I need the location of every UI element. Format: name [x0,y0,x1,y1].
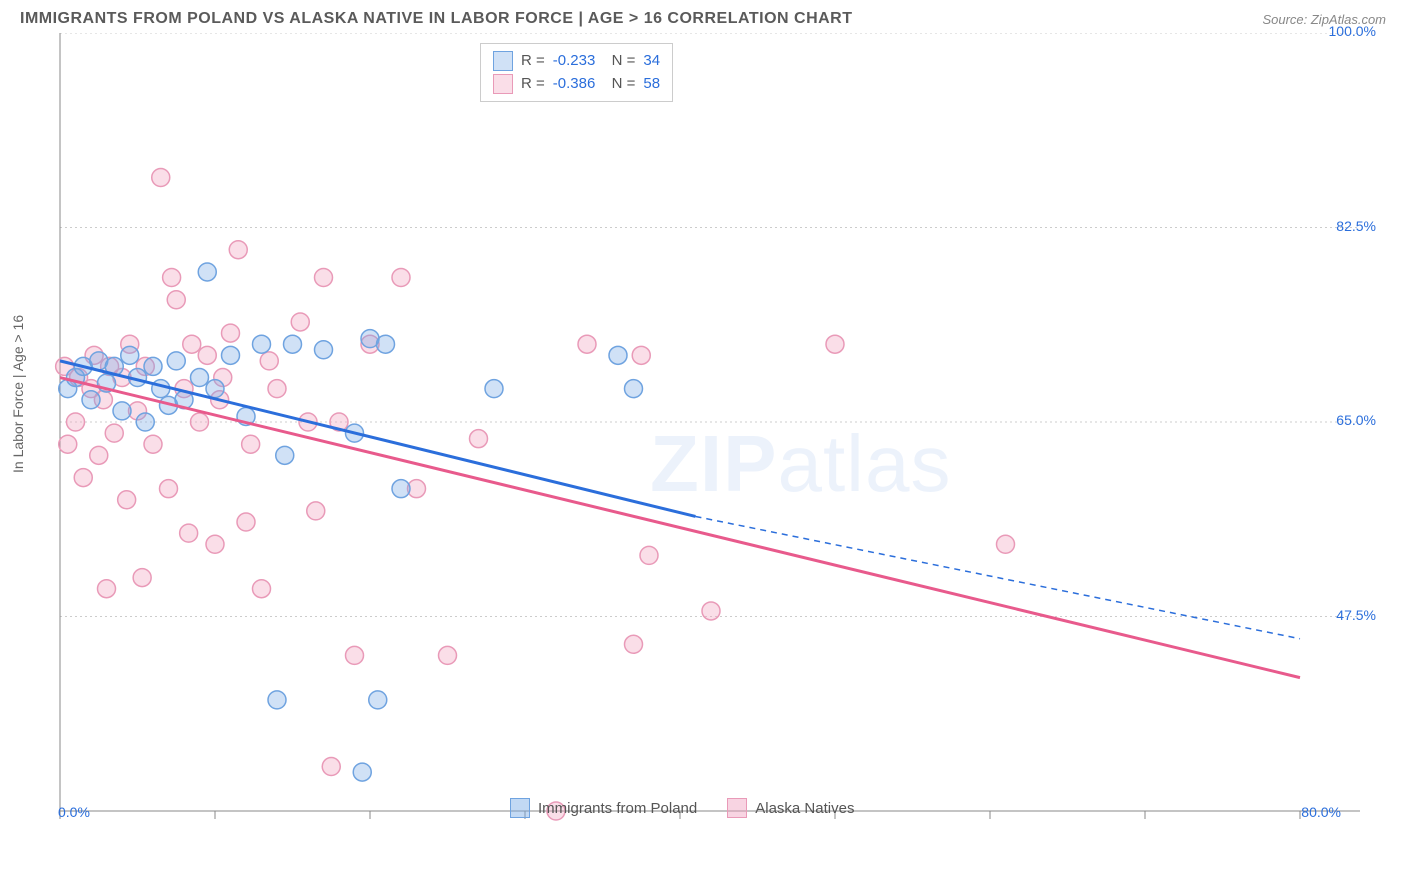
series-legend: Immigrants from Poland Alaska Natives [510,798,854,818]
y-axis-label: In Labor Force | Age > 16 [10,315,26,473]
n-value: 58 [643,73,660,96]
n-label: N = [603,73,635,96]
stats-row-series-1: R = -0.233 N = 34 [493,50,660,73]
chart-container: In Labor Force | Age > 16 ZIPatlas R = -… [20,33,1386,853]
chart-title: IMMIGRANTS FROM POLAND VS ALASKA NATIVE … [20,10,853,28]
n-value: 34 [643,50,660,73]
swatch-icon [493,74,513,94]
r-label: R = [521,50,545,73]
legend-item: Alaska Natives [727,798,854,818]
legend-item: Immigrants from Poland [510,798,697,818]
stats-legend: R = -0.233 N = 34 R = -0.386 N = 58 [480,43,673,102]
r-value: -0.386 [553,73,596,96]
legend-label: Alaska Natives [755,800,854,817]
stats-row-series-2: R = -0.386 N = 58 [493,73,660,96]
n-label: N = [603,50,635,73]
x-axis-min: 0.0% [58,804,90,820]
chart-header: IMMIGRANTS FROM POLAND VS ALASKA NATIVE … [0,0,1406,33]
swatch-icon [493,51,513,71]
r-label: R = [521,73,545,96]
swatch-icon [727,798,747,818]
x-axis-max: 80.0% [1301,804,1341,820]
scatter-plot [20,33,1386,853]
swatch-icon [510,798,530,818]
y-axis-tick: 82.5% [1336,218,1376,234]
r-value: -0.233 [553,50,596,73]
y-axis-tick: 100.0% [1329,23,1376,39]
legend-label: Immigrants from Poland [538,800,697,817]
y-axis-tick: 47.5% [1336,607,1376,623]
y-axis-tick: 65.0% [1336,412,1376,428]
